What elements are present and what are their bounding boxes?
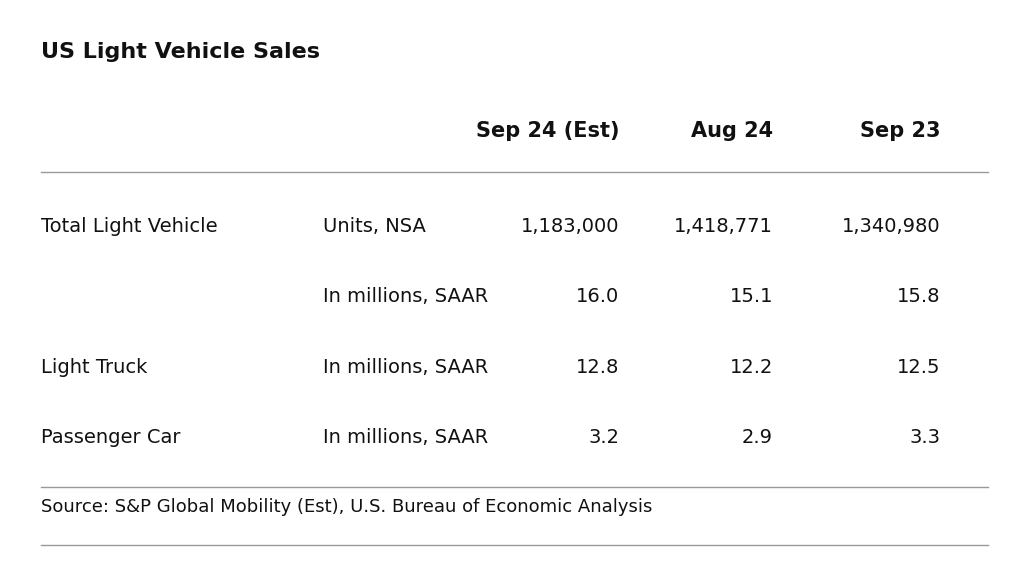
Text: 12.2: 12.2 xyxy=(730,358,773,377)
Text: 15.1: 15.1 xyxy=(730,287,773,306)
Text: 2.9: 2.9 xyxy=(742,428,773,447)
Text: 15.8: 15.8 xyxy=(897,287,940,306)
Text: Passenger Car: Passenger Car xyxy=(41,428,180,447)
Text: 1,183,000: 1,183,000 xyxy=(521,217,620,236)
Text: Light Truck: Light Truck xyxy=(41,358,147,377)
Text: In millions, SAAR: In millions, SAAR xyxy=(323,358,487,377)
Text: 1,418,771: 1,418,771 xyxy=(674,217,773,236)
Text: Aug 24: Aug 24 xyxy=(691,121,773,141)
Text: 12.5: 12.5 xyxy=(897,358,940,377)
Text: In millions, SAAR: In millions, SAAR xyxy=(323,428,487,447)
Text: 12.8: 12.8 xyxy=(577,358,620,377)
Text: 1,340,980: 1,340,980 xyxy=(842,217,940,236)
Text: Source: S&P Global Mobility (Est), U.S. Bureau of Economic Analysis: Source: S&P Global Mobility (Est), U.S. … xyxy=(41,498,652,516)
Text: Sep 23: Sep 23 xyxy=(859,121,940,141)
Text: 3.3: 3.3 xyxy=(909,428,940,447)
Text: Units, NSA: Units, NSA xyxy=(323,217,425,236)
Text: 16.0: 16.0 xyxy=(577,287,620,306)
Text: 3.2: 3.2 xyxy=(589,428,620,447)
Text: Total Light Vehicle: Total Light Vehicle xyxy=(41,217,217,236)
Text: In millions, SAAR: In millions, SAAR xyxy=(323,287,487,306)
Text: US Light Vehicle Sales: US Light Vehicle Sales xyxy=(41,42,319,62)
Text: Sep 24 (Est): Sep 24 (Est) xyxy=(476,121,620,141)
